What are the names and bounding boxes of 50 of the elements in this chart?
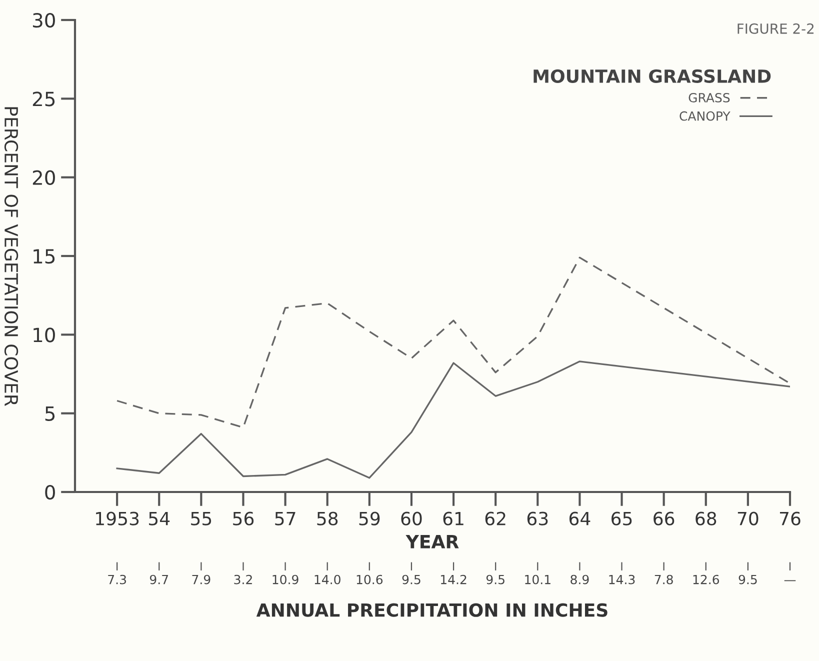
y-tick-label: 0 [45, 484, 55, 500]
line-series [116, 360, 790, 479]
x-tick-label: 76 [780, 512, 800, 526]
y-axis-title: PERCENT OF VEGETATION COVER [4, 107, 18, 406]
x-tick-label: 68 [696, 512, 716, 526]
x-tick-label: 54 [149, 512, 170, 526]
text: 14.2 [440, 574, 466, 584]
x-tick-label: 61 [443, 512, 464, 526]
text: 9.7 [150, 574, 168, 584]
text: 10.1 [525, 574, 550, 584]
legend-label: GRASS [688, 92, 730, 102]
x-axis-title: YEAR [406, 535, 459, 548]
y-tick-label: 15 [34, 249, 55, 264]
x-tick-label: 59 [359, 512, 380, 526]
text: 10.6 [356, 574, 383, 584]
y-tick-label: 20 [32, 170, 55, 185]
x-tick-label: 64 [569, 512, 590, 526]
text: 14.3 [609, 574, 635, 584]
y-tick-label: 10 [34, 328, 55, 342]
text: 9.5 [738, 574, 757, 584]
text: 3.2 [234, 574, 252, 584]
annotation: FIGURE 2-2 [738, 23, 814, 34]
x-tick-label: 63 [527, 512, 548, 526]
x-tick-label: 57 [275, 512, 296, 526]
text: 7.3 [108, 574, 126, 584]
text: 10.9 [272, 574, 298, 584]
y-tick-label: 5 [45, 406, 55, 421]
text: 8.9 [570, 574, 589, 584]
text: ANNUAL PRECIPITATION IN INCHES [256, 603, 608, 617]
legend-title: MOUNTAIN GRASSLAND [534, 69, 771, 83]
legend-label: CANOPY [680, 111, 730, 121]
x-tick-label: 55 [191, 512, 212, 526]
text: 14.0 [314, 574, 340, 584]
x-tick-label: 58 [317, 512, 338, 526]
x-tick-label: 56 [233, 512, 254, 526]
y-tick-label: 25 [32, 92, 55, 106]
x-tick-label: 60 [401, 512, 422, 526]
text: 12.6 [693, 574, 720, 584]
y-tick-label: 30 [32, 12, 55, 28]
text: 9.5 [402, 574, 420, 584]
x-tick-label: 62 [485, 512, 506, 526]
text: — [784, 580, 796, 582]
text: 7.9 [192, 574, 210, 584]
x-tick-label: 1953 [96, 512, 139, 526]
text: 9.5 [486, 574, 504, 584]
x-tick-label: 66 [654, 512, 674, 526]
x-tick-label: 65 [612, 512, 632, 526]
x-tick-label: 70 [738, 512, 758, 526]
line-series [116, 256, 790, 428]
text: 7.8 [654, 574, 673, 584]
